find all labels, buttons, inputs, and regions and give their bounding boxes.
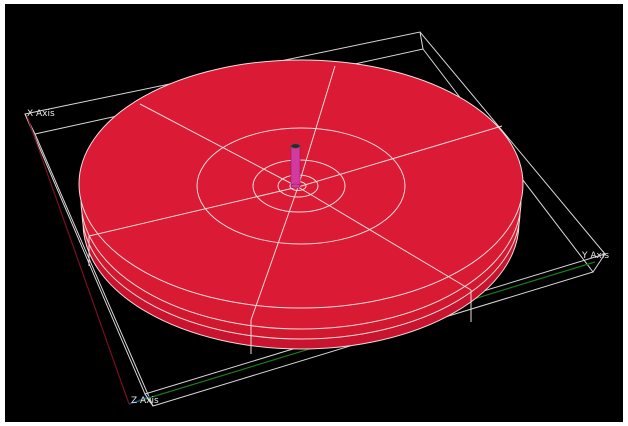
y-axis-label: Y Axis bbox=[582, 251, 610, 261]
x-axis-line bbox=[26, 115, 130, 405]
bounding-box-front bbox=[144, 393, 154, 407]
central-rod[interactable] bbox=[290, 143, 301, 189]
rod-top-cap bbox=[290, 143, 301, 149]
disc-top-face[interactable] bbox=[78, 59, 524, 309]
mesh-radial-lines bbox=[88, 65, 503, 321]
scene-canvas[interactable] bbox=[5, 4, 623, 422]
z-axis-line bbox=[128, 395, 151, 405]
3d-viewport[interactable]: X Axis Y Axis Z Axis bbox=[5, 4, 623, 422]
disc-stack[interactable] bbox=[78, 59, 524, 354]
x-axis-label: X Axis bbox=[27, 109, 55, 119]
mesh-side-seams bbox=[88, 236, 472, 354]
z-axis-label: Z Axis bbox=[131, 396, 159, 406]
